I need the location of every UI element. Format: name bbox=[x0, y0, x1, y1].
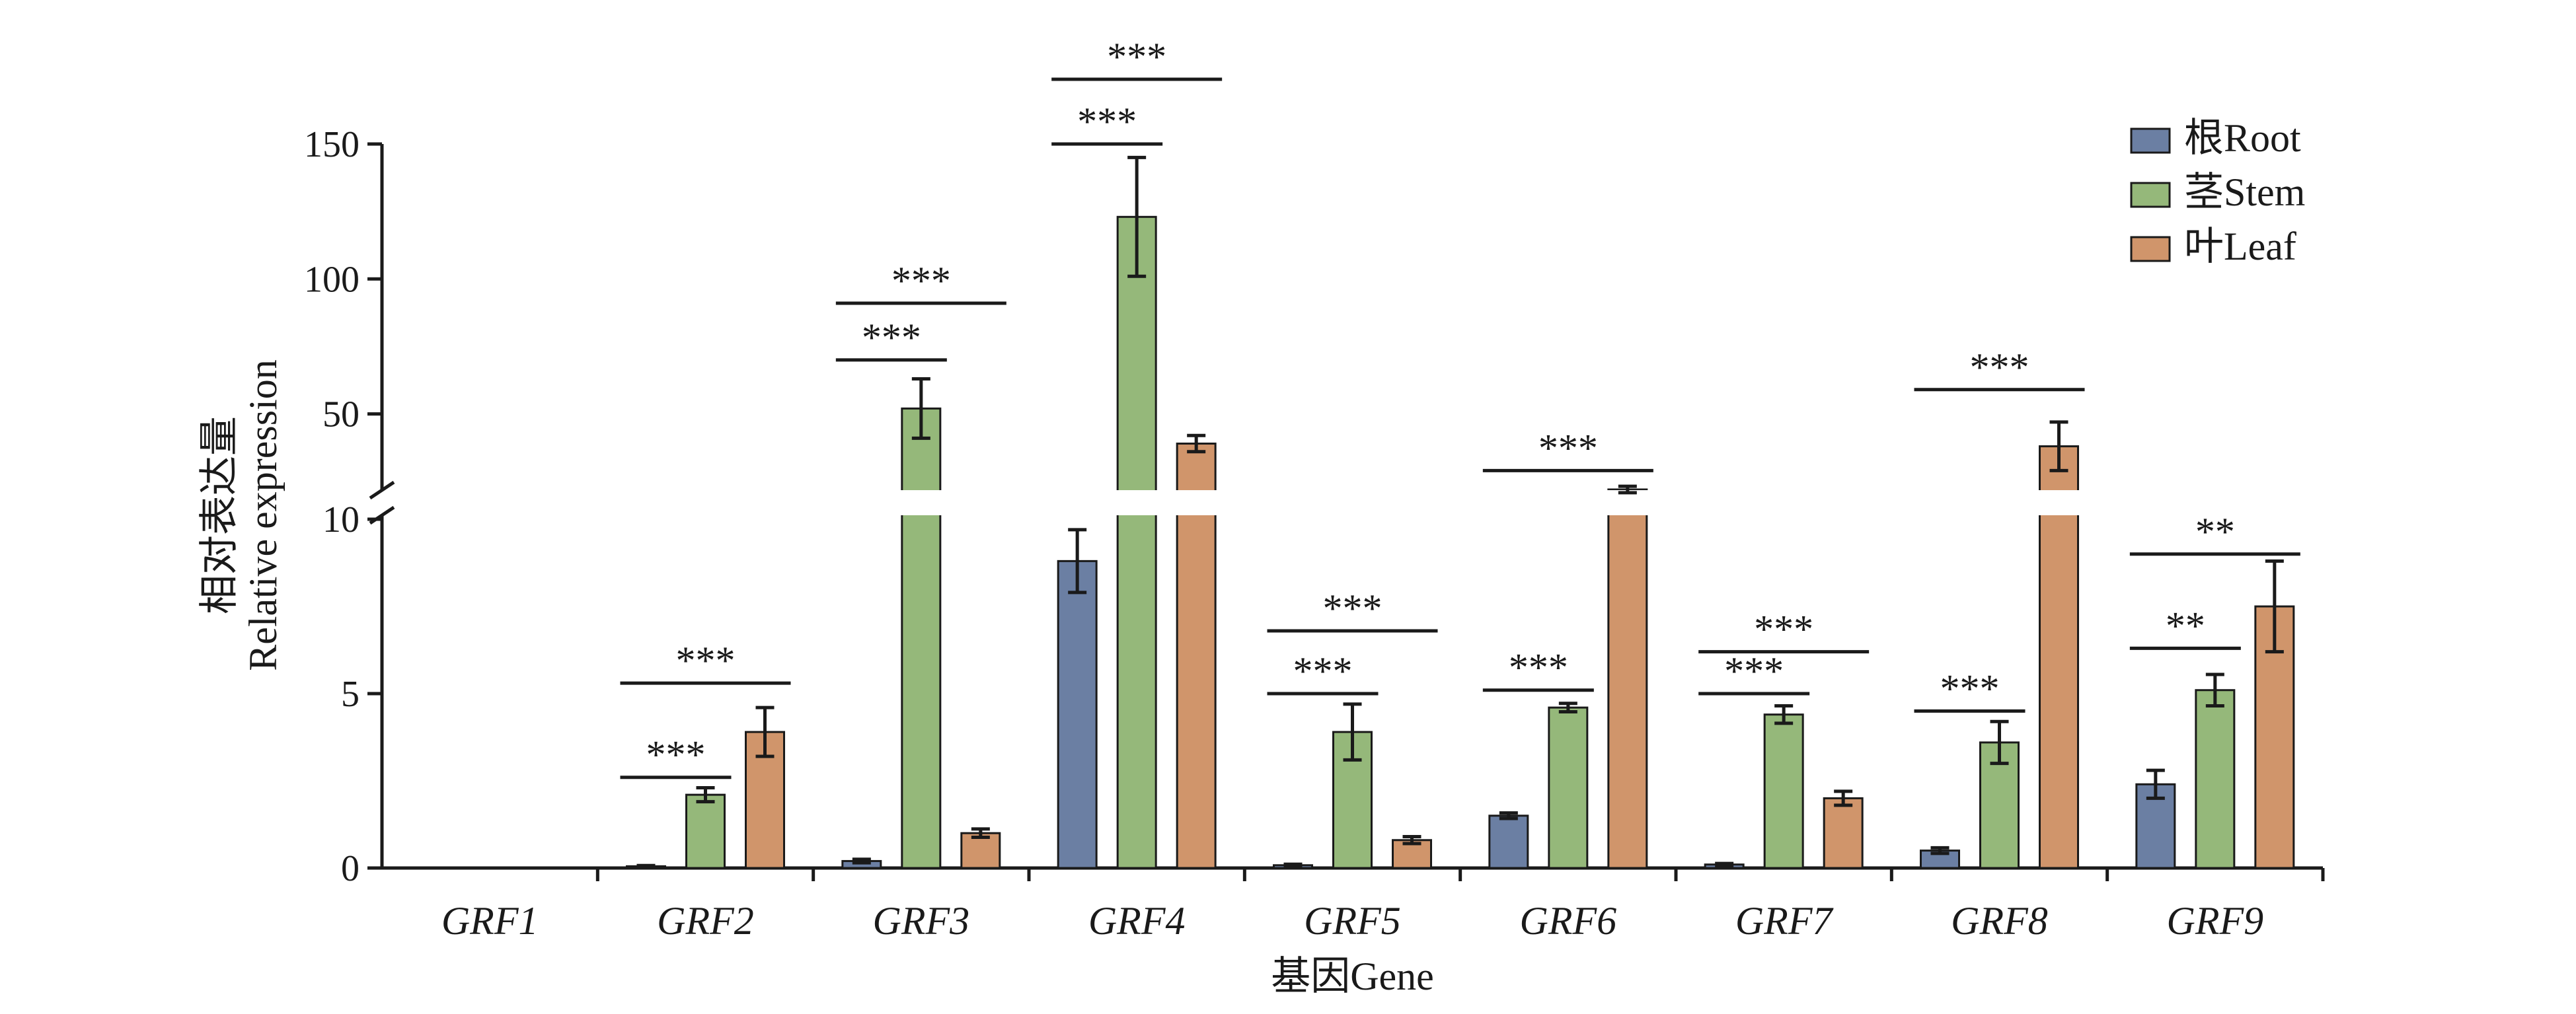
bars bbox=[626, 155, 2295, 869]
y-axis-title-cn: 相对表达量 bbox=[198, 416, 241, 614]
significance-label: *** bbox=[1970, 345, 2029, 389]
significance-label: *** bbox=[891, 259, 951, 303]
significance-label: *** bbox=[1754, 608, 1813, 651]
bar bbox=[901, 407, 942, 869]
legend-label: 叶Leaf bbox=[2184, 225, 2296, 268]
significance-label: *** bbox=[646, 733, 706, 777]
axis-break-mark bbox=[369, 480, 395, 500]
bar-break-gap bbox=[899, 490, 943, 515]
legend-swatch bbox=[2130, 127, 2171, 154]
x-tick-label: GRF6 bbox=[1520, 899, 1617, 943]
bar bbox=[1763, 713, 1804, 869]
significance-label: *** bbox=[1724, 649, 1784, 693]
y-tick-label: 10 bbox=[322, 499, 360, 540]
x-tick-label: GRF5 bbox=[1304, 899, 1401, 943]
x-tick-label: GRF9 bbox=[2167, 899, 2264, 943]
axes: 0 5 10 50 100 150 GRF1 GRF2 GRF3 GRF4 GRF5 GRF6 GRF7… bbox=[304, 124, 2325, 943]
bar bbox=[1823, 797, 1864, 869]
y-axis-title: 相对表达量 Relative expression bbox=[198, 359, 285, 671]
x-tick-label: GRF4 bbox=[1088, 899, 1186, 943]
x-axis-title: 基因Gene bbox=[1271, 955, 1434, 998]
significance-label: *** bbox=[1940, 667, 2000, 710]
significance-label: ** bbox=[2195, 510, 2235, 554]
legend-swatch bbox=[2130, 236, 2171, 262]
y-tick-label: 0 bbox=[341, 848, 360, 889]
x-tick-label: GRF7 bbox=[1735, 899, 1835, 943]
x-tick-label: GRF3 bbox=[873, 899, 970, 943]
significance-label: ** bbox=[2166, 604, 2205, 647]
x-tick-label: GRF1 bbox=[441, 899, 539, 943]
bar-break-gap bbox=[1174, 490, 1219, 515]
significance-label: *** bbox=[1323, 587, 1383, 630]
x-tick-label: GRF8 bbox=[1951, 899, 2048, 943]
bar bbox=[685, 793, 726, 869]
y-tick-label: 5 bbox=[341, 674, 360, 715]
significance-label: *** bbox=[1293, 649, 1353, 693]
bar bbox=[1607, 488, 1648, 869]
bar bbox=[2195, 689, 2236, 869]
legend-swatch bbox=[2130, 182, 2171, 208]
legend-label: 根Root bbox=[2184, 116, 2301, 160]
bar bbox=[1548, 706, 1589, 869]
bar bbox=[1057, 560, 1098, 869]
significance-label: *** bbox=[1077, 100, 1137, 143]
significance-label: *** bbox=[862, 316, 921, 359]
significance-label: *** bbox=[1538, 426, 1598, 470]
bar bbox=[2039, 445, 2079, 869]
bar bbox=[2254, 605, 2295, 869]
bar-break-gap bbox=[2037, 490, 2081, 515]
bar bbox=[1488, 815, 1529, 869]
legend: 根Root 茎Stem 叶Leaf bbox=[2130, 116, 2305, 268]
y-tick-label: 100 bbox=[304, 259, 360, 300]
y-tick-label: 50 bbox=[322, 394, 360, 435]
y-axis-title-en: Relative expression bbox=[241, 359, 285, 671]
significance-label: *** bbox=[676, 639, 736, 682]
x-tick-label: GRF2 bbox=[657, 899, 754, 943]
significance-label: *** bbox=[1107, 35, 1166, 79]
legend-label: 茎Stem bbox=[2184, 170, 2305, 214]
significance-label: *** bbox=[1509, 646, 1568, 690]
bar-break-gap bbox=[1115, 490, 1159, 515]
y-tick-label: 150 bbox=[304, 124, 360, 165]
bar bbox=[1116, 215, 1157, 869]
significance-markers: ****************************************… bbox=[620, 35, 2300, 779]
